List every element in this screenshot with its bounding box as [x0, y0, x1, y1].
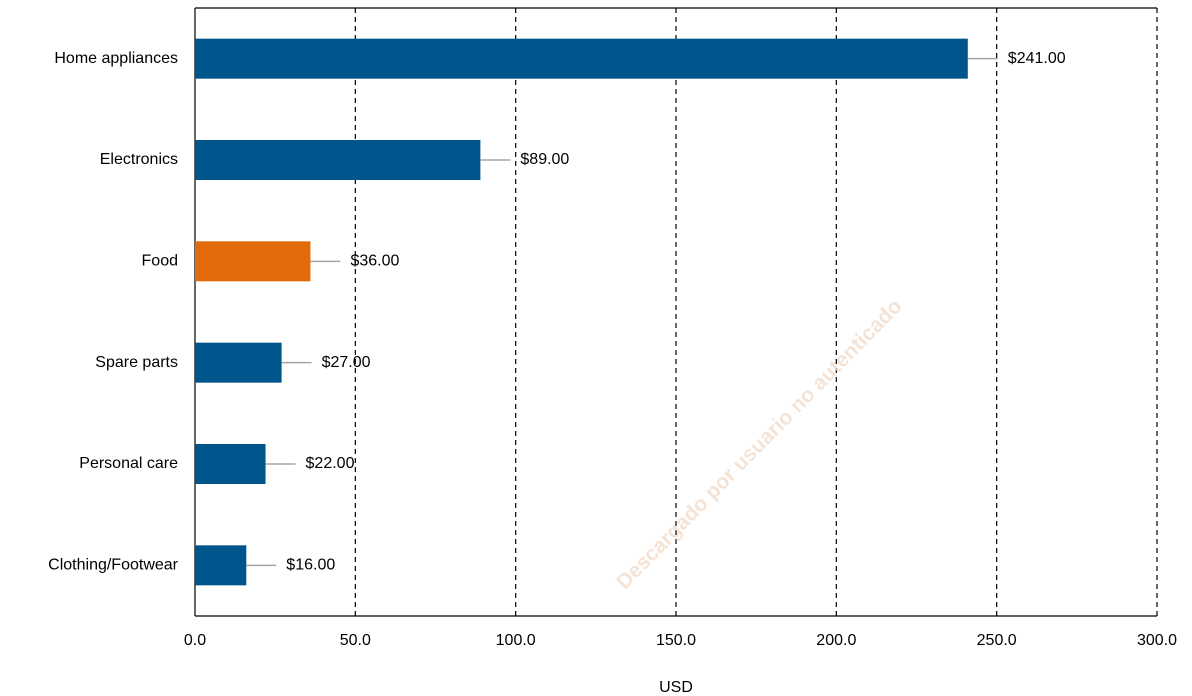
bar	[195, 140, 481, 180]
y-tick-label: Food	[142, 253, 178, 270]
y-tick-label: Home appliances	[54, 50, 178, 67]
bar	[195, 342, 282, 383]
x-tick-label: 0.0	[184, 632, 206, 649]
x-tick-label: 250.0	[977, 632, 1017, 649]
data-label: $22.00	[306, 455, 355, 472]
bar	[195, 241, 311, 282]
x-tick-label: 200.0	[816, 632, 856, 649]
data-label: $89.00	[520, 151, 569, 168]
bar	[195, 38, 968, 79]
watermark: Descargado por usuario no autenticado	[612, 295, 906, 594]
y-tick-label: Clothing/Footwear	[48, 557, 179, 574]
data-label: $36.00	[350, 253, 399, 270]
x-tick-label: 300.0	[1137, 632, 1177, 649]
y-tick-label: Spare parts	[95, 354, 178, 371]
x-axis-label: USD	[659, 679, 693, 696]
bar	[195, 444, 266, 484]
x-tick-label: 100.0	[496, 632, 536, 649]
bar	[195, 545, 247, 586]
data-label: $241.00	[1008, 50, 1066, 67]
data-label: $16.00	[286, 557, 335, 574]
x-tick-label: 150.0	[656, 632, 696, 649]
x-tick-label: 50.0	[340, 632, 371, 649]
data-label: $27.00	[322, 354, 371, 371]
y-tick-label: Personal care	[79, 455, 178, 472]
y-tick-label: Electronics	[100, 151, 178, 168]
